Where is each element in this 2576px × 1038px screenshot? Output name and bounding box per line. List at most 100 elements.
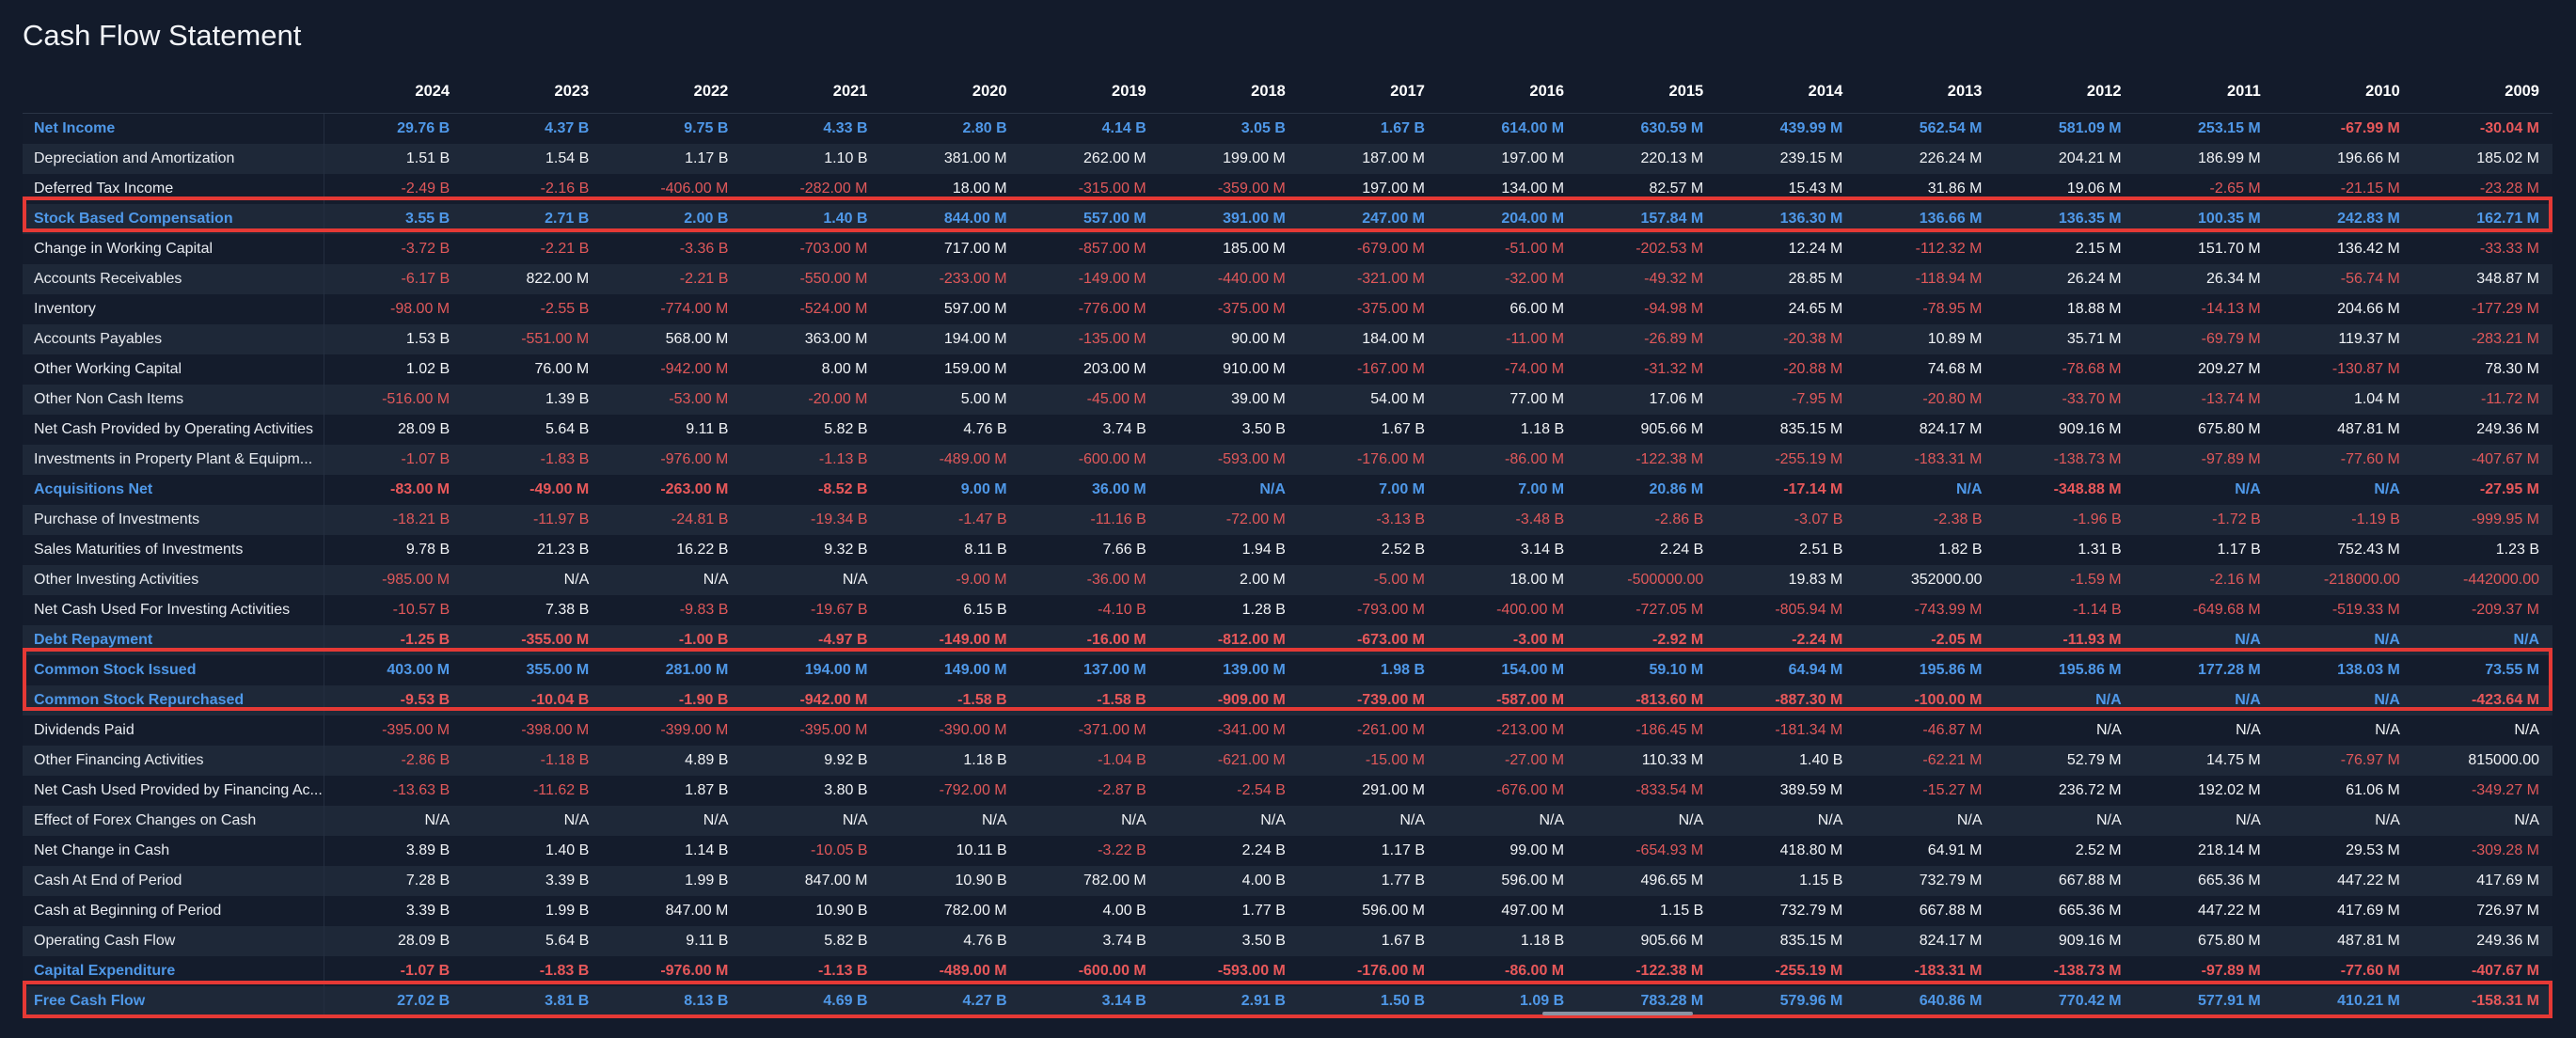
cell-value: -976.00 M xyxy=(660,450,729,467)
cell-value: -887.30 M xyxy=(1775,691,1843,708)
cell-value: -519.33 M xyxy=(2331,601,2400,618)
cell-value: 151.70 M xyxy=(2198,240,2261,257)
header-year-2015[interactable]: 2015 xyxy=(1577,70,1717,114)
cell-value: 1.18 B xyxy=(1520,420,1565,437)
table-row-operating-cash-flow[interactable]: Operating Cash Flow 28.09 B 5.64 B 9.11 B 5.… xyxy=(23,925,2552,956)
table-row-depreciation-and-amortization[interactable]: Depreciation and Amortization 1.51 B 1.54 … xyxy=(23,143,2552,174)
header-year-2024[interactable]: 2024 xyxy=(324,70,464,114)
row-label: Other Non Cash Items xyxy=(23,384,324,415)
table-row-other-financing-activities[interactable]: Other Financing Activities -2.86 B -1.18 B… xyxy=(23,745,2552,776)
cell-value: -3.00 M xyxy=(1512,631,1565,648)
header-year-2009[interactable]: 2009 xyxy=(2412,70,2552,114)
cell-value: -793.00 M xyxy=(1356,601,1425,618)
cell-value: -593.00 M xyxy=(1217,962,1286,979)
cell-value: 9.78 B xyxy=(405,541,450,558)
cell-value: 6.15 B xyxy=(963,601,1007,618)
cell-value: -74.00 M xyxy=(1504,360,1565,377)
cell-value: N/A xyxy=(2375,811,2400,828)
table-row-capital-expenditure[interactable]: Capital Expenditure -1.07 B -1.83 B -976.00… xyxy=(23,955,2552,986)
cell-value: -23.28 M xyxy=(2479,180,2539,197)
table-row-dividends-paid[interactable]: Dividends Paid -395.00 M -398.00 M -399.00 … xyxy=(23,715,2552,746)
cell-value: -833.54 M xyxy=(1636,781,1704,798)
cell-value: 640.86 M xyxy=(1919,992,1983,1009)
table-row-accounts-receivables[interactable]: Accounts Receivables -6.17 B 822.00 M -2.21… xyxy=(23,263,2552,294)
cell-value: -551.00 M xyxy=(521,330,590,347)
header-year-2019[interactable]: 2019 xyxy=(1019,70,1160,114)
cell-value: -774.00 M xyxy=(660,300,729,317)
header-year-2014[interactable]: 2014 xyxy=(1716,70,1857,114)
table-row-effect-of-forex-changes-on-cash[interactable]: Effect of Forex Changes on Cash N/A N/A N/A… xyxy=(23,805,2552,836)
cell-value: -49.00 M xyxy=(529,480,590,497)
table-row-deferred-tax-income[interactable]: Deferred Tax Income -2.49 B -2.16 B -406.00… xyxy=(23,173,2552,204)
table-row-cash-at-end-of-period[interactable]: Cash At End of Period 7.28 B 3.39 B 1.99 B 8… xyxy=(23,865,2552,896)
cell-value: -9.00 M xyxy=(956,571,1007,588)
cell-value: -176.00 M xyxy=(1356,450,1425,467)
horizontal-scrollbar[interactable] xyxy=(1542,1012,1693,1015)
cell-value: 1.53 B xyxy=(405,330,450,347)
cell-value: 557.00 M xyxy=(1083,210,1146,227)
table-row-debt-repayment[interactable]: Debt Repayment -1.25 B -355.00 M -1.00 B -4.… xyxy=(23,624,2552,655)
cell-value: 26.34 M xyxy=(2205,270,2261,287)
table-row-sales-maturities-of-investments[interactable]: Sales Maturities of Investments 9.78 B 21.… xyxy=(23,534,2552,565)
cell-value: -24.81 B xyxy=(671,511,729,527)
header-year-2011[interactable]: 2011 xyxy=(2134,70,2274,114)
cell-value: -261.00 M xyxy=(1356,721,1425,738)
cell-value: -341.00 M xyxy=(1217,721,1286,738)
cell-value: 10.89 M xyxy=(1927,330,1983,347)
table-row-other-investing-activities[interactable]: Other Investing Activities -985.00 M N/A N/… xyxy=(23,564,2552,595)
table-row-net-cash-used-for-investing-activities[interactable]: Net Cash Used For Investing Activities -1… xyxy=(23,594,2552,625)
table-row-acquisitions-net[interactable]: Acquisitions Net -83.00 M -49.00 M -263.00 … xyxy=(23,474,2552,505)
cell-value: 717.00 M xyxy=(943,240,1007,257)
header-year-2023[interactable]: 2023 xyxy=(463,70,603,114)
header-year-2012[interactable]: 2012 xyxy=(1995,70,2135,114)
cell-value: 52.79 M xyxy=(2066,751,2122,768)
cell-value: -69.79 M xyxy=(2201,330,2261,347)
table-row-cash-at-beginning-of-period[interactable]: Cash at Beginning of Period 3.39 B 1.99 B 8… xyxy=(23,895,2552,926)
cell-value: 675.80 M xyxy=(2198,420,2261,437)
table-row-net-change-in-cash[interactable]: Net Change in Cash 3.89 B 1.40 B 1.14 B -10.… xyxy=(23,835,2552,866)
table-row-other-non-cash-items[interactable]: Other Non Cash Items -516.00 M 1.39 B -53.0… xyxy=(23,384,2552,415)
table-row-inventory[interactable]: Inventory -98.00 M -2.55 B -774.00 M -524.00… xyxy=(23,293,2552,324)
header-year-2016[interactable]: 2016 xyxy=(1438,70,1578,114)
table-row-other-working-capital[interactable]: Other Working Capital 1.02 B 76.00 M -942.0… xyxy=(23,354,2552,385)
header-year-2020[interactable]: 2020 xyxy=(880,70,1020,114)
table-row-common-stock-issued[interactable]: Common Stock Issued 403.00 M 355.00 M 281.0… xyxy=(23,654,2552,685)
row-label: Debt Repayment xyxy=(23,624,324,655)
cell-value: -46.87 M xyxy=(1922,721,1983,738)
cell-value: -500000.00 xyxy=(1627,571,1704,588)
header-year-2021[interactable]: 2021 xyxy=(741,70,881,114)
cell-value: -2.87 B xyxy=(1098,781,1146,798)
cell-value: 910.00 M xyxy=(1223,360,1286,377)
cell-value: -263.00 M xyxy=(660,480,729,497)
table-row-change-in-working-capital[interactable]: Change in Working Capital -3.72 B -2.21 B -… xyxy=(23,233,2552,264)
cell-value: -3.13 B xyxy=(1376,511,1425,527)
cell-value: -2.55 B xyxy=(540,300,590,317)
table-row-free-cash-flow[interactable]: Free Cash Flow 27.02 B 3.81 B 8.13 B 4.69 B 4… xyxy=(23,985,2552,1016)
table-row-investments-in-property-plant-equipm[interactable]: Investments in Property Plant & Equipm..… xyxy=(23,444,2552,475)
cell-value: 1.99 B xyxy=(545,902,590,919)
cell-value: 35.71 M xyxy=(2066,330,2122,347)
cell-value: -10.05 B xyxy=(811,841,868,858)
row-label: Purchase of Investments xyxy=(23,504,324,535)
table-row-stock-based-compensation[interactable]: Stock Based Compensation 3.55 B 2.71 B 2.00… xyxy=(23,203,2552,234)
table-row-accounts-payables[interactable]: Accounts Payables 1.53 B -551.00 M 568.00 M… xyxy=(23,323,2552,354)
table-row-net-cash-provided-by-operating-activities[interactable]: Net Cash Provided by Operating Activitie… xyxy=(23,414,2552,445)
cell-value: -78.95 M xyxy=(1922,300,1983,317)
table-row-purchase-of-investments[interactable]: Purchase of Investments -18.21 B -11.97 B -… xyxy=(23,504,2552,535)
table-row-common-stock-repurchased[interactable]: Common Stock Repurchased -9.53 B -10.04 B -… xyxy=(23,684,2552,716)
header-year-2013[interactable]: 2013 xyxy=(1856,70,1996,114)
header-year-2010[interactable]: 2010 xyxy=(2273,70,2413,114)
table-row-net-income[interactable]: Net Income 29.76 B 4.37 B 9.75 B 4.33 B 2.80 … xyxy=(23,113,2552,144)
header-year-2017[interactable]: 2017 xyxy=(1298,70,1438,114)
table-row-net-cash-used-provided-by-financing-ac[interactable]: Net Cash Used Provided by Financing Ac..… xyxy=(23,775,2552,806)
cell-value: 2.52 M xyxy=(2075,841,2122,858)
header-year-2022[interactable]: 2022 xyxy=(602,70,742,114)
cell-value: 909.16 M xyxy=(2058,420,2122,437)
cell-value: -703.00 M xyxy=(799,240,868,257)
cell-value: -1.07 B xyxy=(401,450,450,467)
header-year-2018[interactable]: 2018 xyxy=(1159,70,1299,114)
cell-value: 197.00 M xyxy=(1501,149,1565,166)
cell-value: 249.36 M xyxy=(2476,932,2539,949)
cell-value: -909.00 M xyxy=(1217,691,1286,708)
cell-value: -186.45 M xyxy=(1636,721,1704,738)
